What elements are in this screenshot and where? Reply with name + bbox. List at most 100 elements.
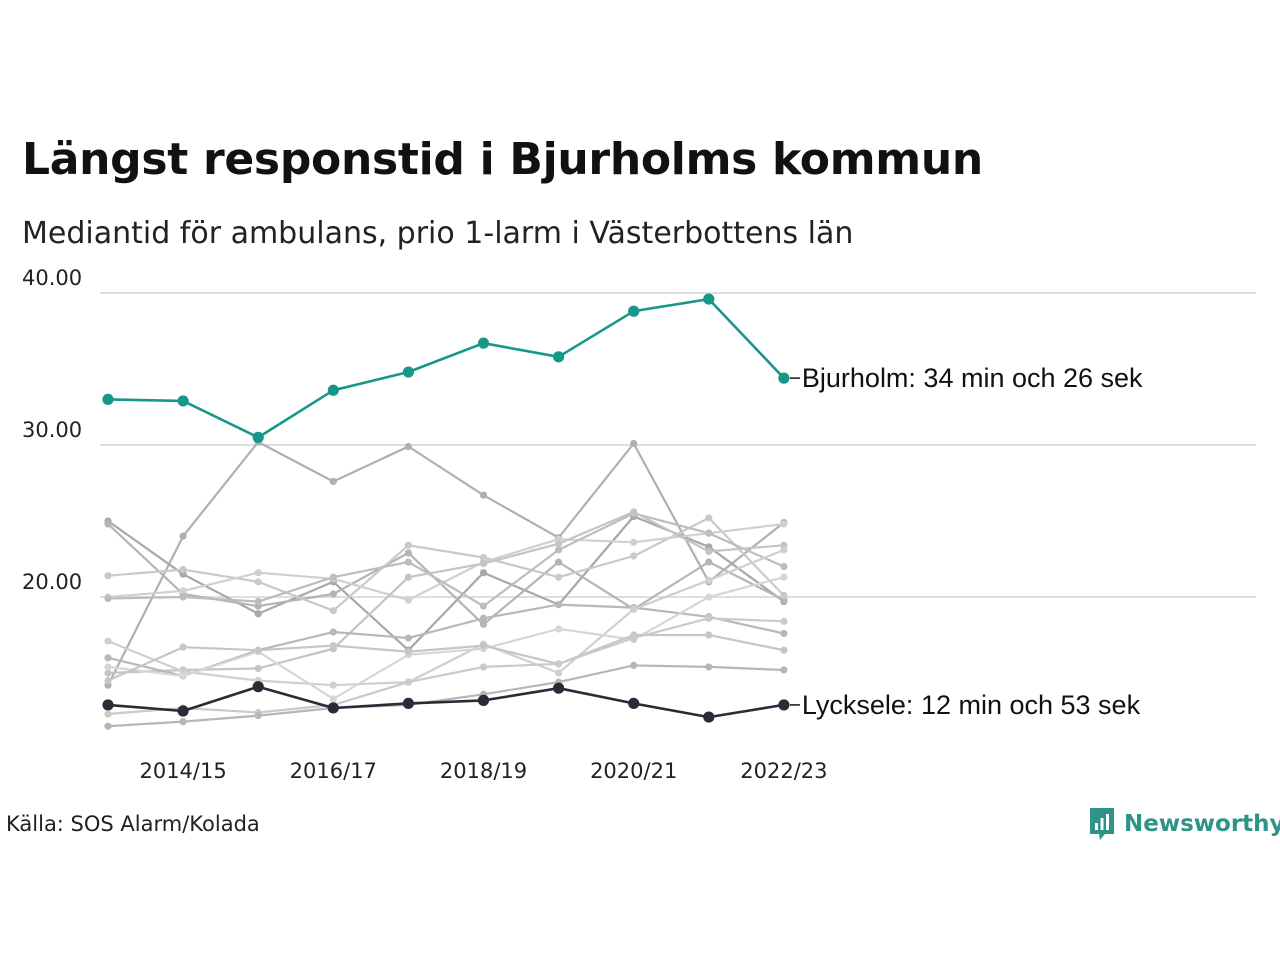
background-series-point: [179, 566, 187, 574]
background-series-point: [404, 648, 412, 656]
y-tick-label: 30.00: [22, 418, 82, 442]
background-series-point: [104, 594, 112, 603]
background-series-point: [254, 578, 262, 586]
background-series-point: [329, 573, 337, 581]
highlight-series-point: [402, 366, 414, 378]
background-series-point: [555, 625, 563, 633]
highlight-series-point: [327, 702, 339, 714]
background-series-point: [705, 576, 713, 584]
background-series-point: [254, 569, 262, 577]
x-tick-label: 2018/19: [440, 759, 527, 783]
background-series-point: [104, 677, 112, 685]
background-series-point: [705, 514, 713, 522]
background-series-point: [479, 559, 488, 568]
background-series-point: [780, 573, 788, 581]
page-title: Längst responstid i Bjurholms kommun: [22, 134, 983, 185]
brand-name: Newsworthy: [1124, 811, 1280, 837]
highlight-series-point: [628, 697, 640, 710]
highlight-series-line: [107, 297, 785, 439]
highlight-series-point: [628, 305, 640, 317]
background-series-line: [107, 664, 784, 728]
highlight-series-point: [778, 372, 790, 384]
highlight-series-point: [703, 293, 715, 305]
background-series-point: [329, 628, 337, 636]
background-series-point: [780, 629, 788, 638]
series-end-label: Bjurholm: 34 min och 26 sek: [802, 363, 1143, 393]
background-series: [104, 573, 788, 703]
newsworthy-logo-icon: [1090, 808, 1114, 840]
highlight-series-point: [402, 697, 414, 710]
highlight-series-point: [778, 699, 790, 711]
chart-grid: [100, 292, 1256, 598]
background-series-point: [705, 631, 713, 639]
background-series-point: [705, 663, 713, 671]
background-series-point: [555, 669, 563, 677]
background-series-point: [705, 614, 713, 622]
y-tick-label: 40.00: [22, 266, 82, 290]
background-series-point: [630, 508, 638, 516]
background-series-point: [179, 643, 187, 651]
y-tick-label: 20.00: [22, 570, 82, 594]
background-series-point: [404, 634, 412, 642]
highlight-series-lycksele: Lycksele: 12 min och 53 sek: [102, 681, 1141, 723]
background-series-point: [630, 634, 638, 642]
background-series: [104, 631, 788, 685]
background-series: [104, 520, 788, 604]
background-series-point: [104, 572, 112, 580]
background-series-point: [404, 678, 412, 686]
background-series-line: [107, 522, 785, 602]
background-series-line: [107, 510, 784, 675]
highlight-series-line: [107, 685, 785, 719]
background-series-point: [705, 547, 713, 556]
background-series-point: [179, 532, 187, 540]
background-series-point: [329, 590, 337, 598]
series-end-label: Lycksele: 12 min och 53 sek: [802, 690, 1141, 720]
background-series-point: [780, 646, 788, 654]
background-series-point: [630, 538, 638, 546]
background-series-point: [780, 546, 788, 554]
background-series-line: [107, 633, 785, 682]
page-subtitle: Mediantid för ambulans, prio 1-larm i Vä…: [22, 216, 854, 251]
background-series-point: [479, 642, 488, 650]
highlight-series-group: Bjurholm: 34 min och 26 sek Lycksele: 12 …: [102, 293, 1143, 723]
highlight-series-point: [177, 705, 189, 717]
background-series-point: [329, 681, 337, 689]
highlight-series-point: [252, 681, 264, 693]
background-series-point: [104, 722, 112, 730]
background-series-group: [104, 438, 788, 730]
background-series-line: [107, 512, 785, 608]
background-series-line: [107, 548, 785, 687]
background-series-point: [404, 549, 412, 557]
background-series-point: [179, 718, 187, 726]
background-series-point: [404, 442, 412, 451]
background-series-point: [179, 593, 187, 601]
x-axis-ticks: 2014/15 2016/17 2018/19 2020/21 2022/23: [139, 759, 827, 783]
background-series-point: [479, 491, 488, 499]
background-series-point: [780, 563, 788, 571]
highlight-series-point: [477, 694, 490, 706]
background-series-line: [107, 576, 785, 700]
background-series-point: [630, 439, 638, 448]
background-series-point: [104, 520, 112, 528]
background-series-point: [179, 587, 187, 595]
x-tick-label: 2022/23: [740, 759, 827, 783]
background-series-point: [254, 646, 262, 654]
background-series-line: [107, 617, 784, 716]
background-series: [104, 509, 788, 610]
background-series-point: [404, 596, 412, 604]
background-series-point: [555, 601, 563, 609]
background-series-point: [254, 664, 262, 673]
background-series-point: [329, 477, 337, 486]
highlight-series-point: [477, 337, 490, 349]
source-note: Källa: SOS Alarm/Kolada: [6, 812, 260, 836]
y-axis-ticks: 20.00 30.00 40.00: [22, 266, 82, 594]
background-series-point: [780, 591, 788, 600]
background-series-point: [479, 602, 488, 610]
background-series: [104, 661, 788, 730]
background-series-point: [555, 558, 563, 566]
highlight-series-bjurholm: Bjurholm: 34 min och 26 sek: [102, 293, 1143, 443]
highlight-series-point: [177, 395, 189, 407]
highlight-series-point: [327, 384, 339, 396]
